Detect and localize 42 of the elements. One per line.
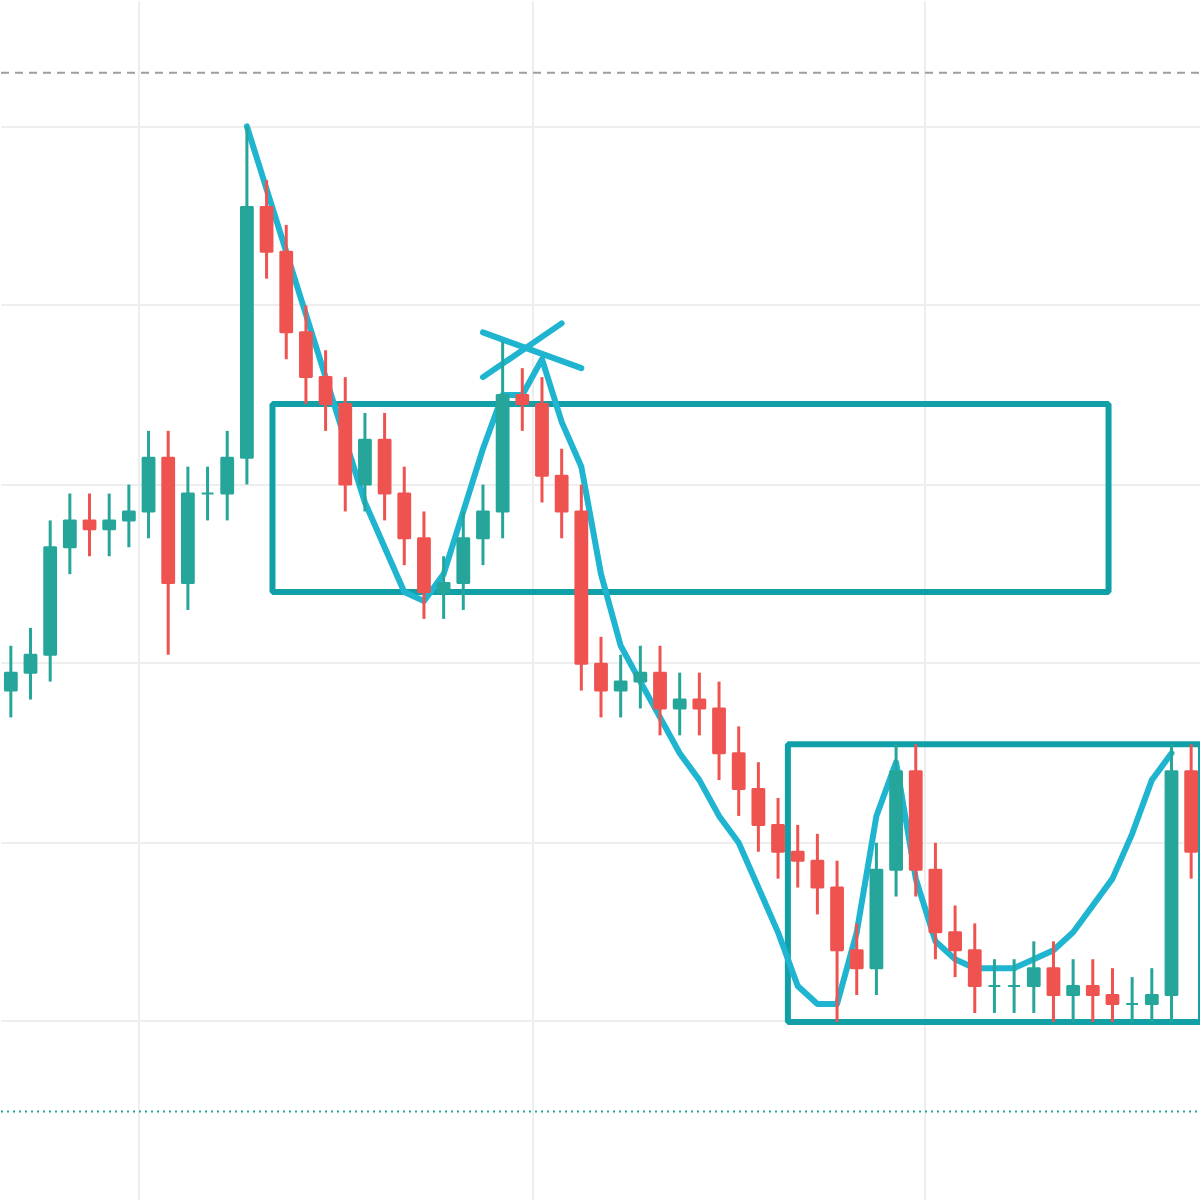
candlestick (849, 921, 864, 997)
candlestick (1085, 957, 1100, 1024)
candlestick (397, 465, 412, 567)
candlestick (633, 644, 648, 710)
candlestick (967, 921, 982, 1015)
candlestick (1105, 966, 1120, 1024)
candlestick (672, 671, 687, 737)
candlestick (948, 903, 962, 979)
candlestick (810, 832, 825, 916)
candlestick (318, 348, 333, 433)
candlestick (1144, 966, 1159, 1024)
candlestick (1066, 957, 1081, 1024)
candlestick (712, 680, 726, 782)
candlestick (3, 644, 18, 719)
candlestick (1046, 939, 1061, 1024)
candlestick (476, 483, 490, 567)
candlestick (121, 483, 136, 549)
candlestick (751, 760, 766, 854)
candlestick (82, 492, 97, 558)
candlestick (200, 465, 215, 522)
candlestick (62, 492, 77, 576)
candlestick (456, 509, 471, 612)
candlestick (23, 626, 38, 702)
candlestick (692, 671, 707, 737)
candlestick (987, 957, 1002, 1015)
candlestick (1026, 939, 1041, 1015)
candlestick (102, 492, 117, 558)
candlestick (771, 796, 785, 881)
candlestick (515, 366, 530, 433)
candlestick (594, 635, 608, 719)
candlestick (436, 554, 451, 621)
candlestick (554, 447, 569, 540)
candlestick (1007, 957, 1022, 1015)
candlestick (259, 178, 274, 281)
candlestick (220, 429, 235, 522)
candlestick (358, 411, 372, 513)
candlestick (1125, 975, 1140, 1024)
candlestick (613, 653, 628, 719)
candlestick (299, 303, 313, 406)
candlestick (790, 823, 805, 890)
candlestick (653, 644, 667, 737)
candlestick (731, 724, 746, 818)
